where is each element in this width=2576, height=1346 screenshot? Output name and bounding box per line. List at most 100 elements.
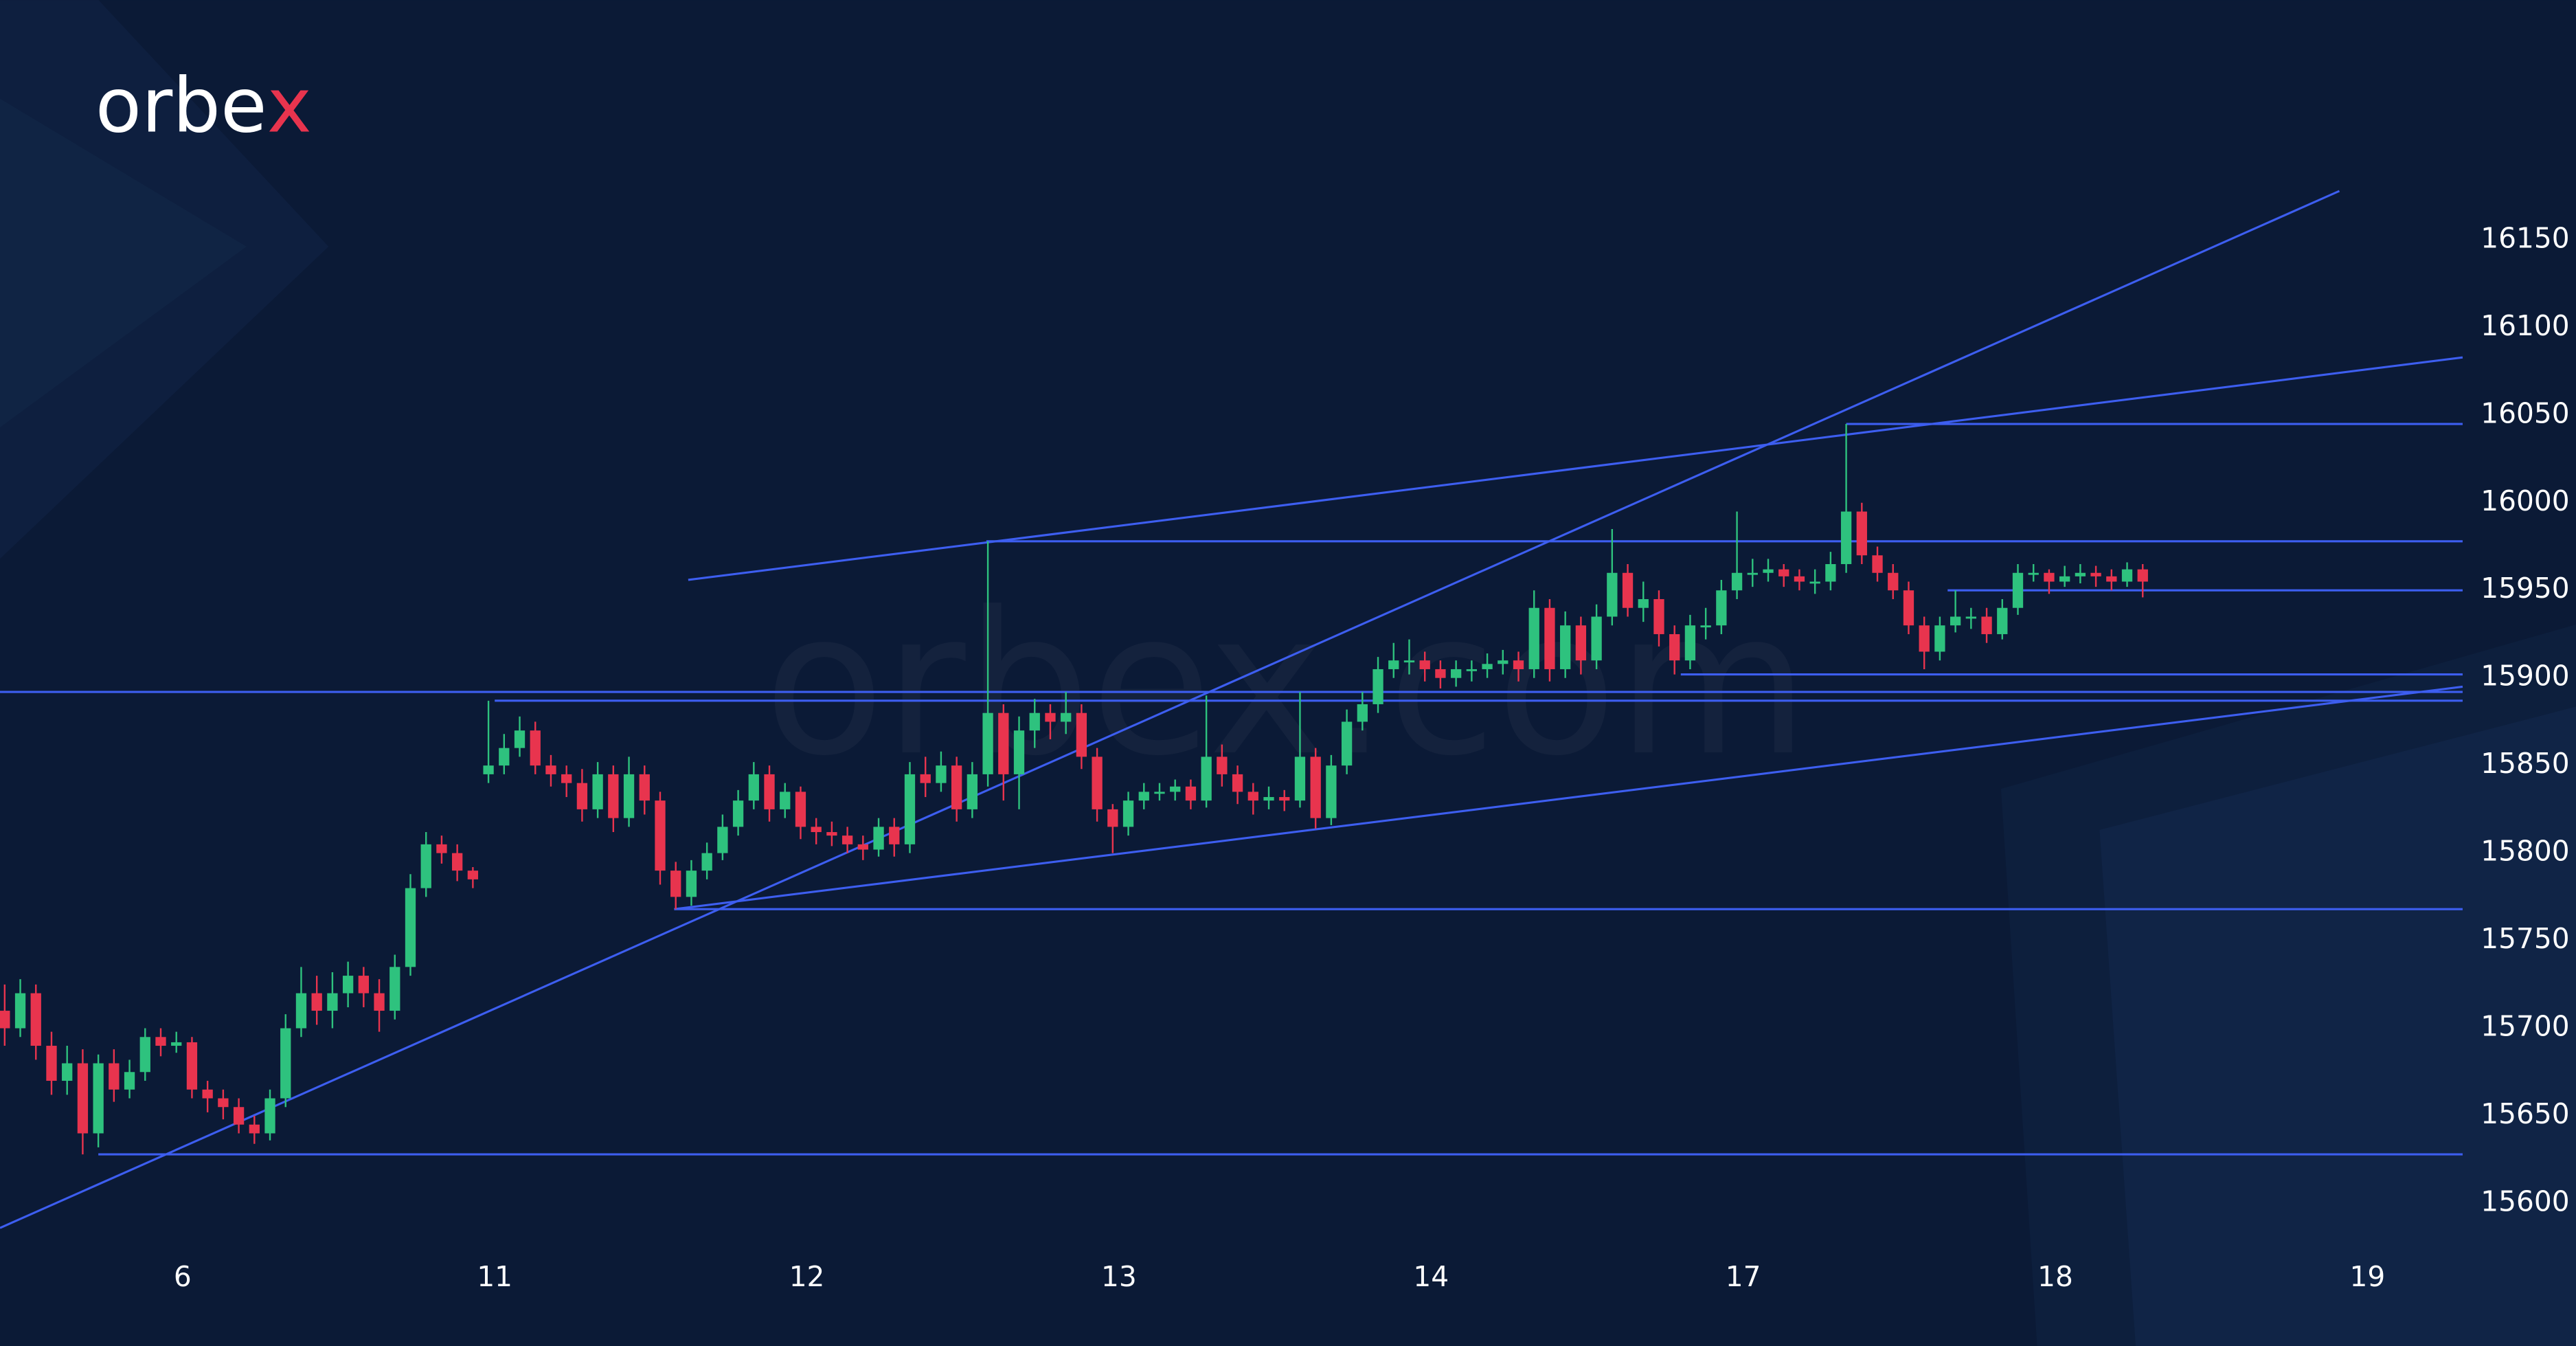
candle-body xyxy=(1310,756,1321,818)
candle-body xyxy=(342,976,354,994)
candle-body xyxy=(1357,704,1368,722)
candle-body xyxy=(2012,572,2024,608)
candle-body xyxy=(1450,669,1462,678)
candle-body xyxy=(499,748,510,766)
candle-body xyxy=(264,1098,275,1134)
candle-body xyxy=(483,765,494,774)
x-tick-label: 19 xyxy=(2350,1260,2386,1293)
candle-body xyxy=(1950,616,1961,626)
candle-body xyxy=(1669,633,1680,661)
candle-body xyxy=(826,832,837,836)
candle-body xyxy=(1981,616,1992,634)
candle-body xyxy=(374,993,385,1011)
candle-body xyxy=(1653,598,1664,634)
candle-body xyxy=(655,800,666,871)
candle-body xyxy=(545,765,556,774)
y-tick-label: 16000 xyxy=(2481,484,2569,517)
candle-body xyxy=(1919,625,1930,652)
candle-body xyxy=(1061,713,1072,722)
candle-body xyxy=(1747,572,1758,575)
candle-body xyxy=(670,871,681,897)
x-tick-label: 14 xyxy=(1413,1260,1449,1293)
candle-body xyxy=(764,774,775,809)
plot-area xyxy=(0,190,2463,1229)
candle-body xyxy=(1341,721,1353,766)
bg-shape xyxy=(2099,706,2576,1346)
candle-body xyxy=(936,765,947,783)
candle-body xyxy=(1232,774,1243,792)
candle-body xyxy=(873,827,884,850)
candle-body xyxy=(62,1063,73,1081)
candle-body xyxy=(295,993,307,1029)
candle-body xyxy=(623,774,635,818)
candle-body xyxy=(514,730,526,748)
candle-body xyxy=(2121,569,2133,582)
candle-body xyxy=(233,1107,245,1125)
y-tick-label: 15800 xyxy=(2481,835,2569,868)
candle-body xyxy=(327,993,338,1011)
candle-body xyxy=(0,1011,10,1029)
candle-body xyxy=(904,774,916,844)
candle-body xyxy=(1997,607,2008,634)
x-tick-label: 12 xyxy=(789,1260,825,1293)
candle-body xyxy=(608,774,619,818)
candle-body xyxy=(530,730,541,766)
candle-body xyxy=(451,853,463,871)
candle-body xyxy=(1435,669,1446,678)
candle-body xyxy=(561,774,572,783)
candle-body xyxy=(717,827,728,853)
candle-body xyxy=(639,774,650,801)
candle-body xyxy=(1045,713,1056,722)
candle-body xyxy=(732,800,744,827)
candle-body xyxy=(795,792,806,827)
y-tick-label: 15750 xyxy=(2481,922,2569,955)
candle-body xyxy=(280,1028,291,1099)
candle-body xyxy=(889,827,900,844)
y-tick-label: 15600 xyxy=(2481,1185,2569,1218)
candle-body xyxy=(218,1098,229,1108)
candle-body xyxy=(1575,625,1587,661)
candle-body xyxy=(811,827,822,833)
candle-body xyxy=(46,1046,57,1081)
candle-body xyxy=(1076,713,1087,757)
candle-body xyxy=(841,835,853,844)
candle-body xyxy=(1403,660,1415,663)
candle-body xyxy=(1716,590,1727,626)
candle-body xyxy=(1466,669,1478,671)
candle-body xyxy=(358,976,369,994)
candle-body xyxy=(1217,756,1228,774)
candle-body xyxy=(1138,792,1149,801)
candle-body xyxy=(1607,572,1618,617)
candle-body xyxy=(420,844,431,888)
candle-body xyxy=(124,1072,135,1090)
watermark: orbex.com xyxy=(764,570,1809,799)
y-tick-label: 16050 xyxy=(2481,396,2569,429)
candle-body xyxy=(311,993,322,1011)
trend-line xyxy=(688,356,2463,581)
candle-body xyxy=(2106,576,2117,582)
candle-body xyxy=(1263,797,1274,801)
candle-body xyxy=(249,1124,260,1134)
candle-body xyxy=(1201,756,1212,801)
candle-body xyxy=(1326,765,1337,818)
candle-body xyxy=(1965,616,1977,619)
candle-body xyxy=(1840,511,1852,564)
candle-body xyxy=(857,844,868,850)
candle-body xyxy=(780,792,791,809)
x-tick-label: 17 xyxy=(1726,1260,1761,1293)
candle-body xyxy=(139,1037,150,1073)
candle-body xyxy=(748,774,759,801)
trend-line xyxy=(674,685,2463,910)
candle-body xyxy=(1888,572,1899,591)
candle-body xyxy=(1170,786,1181,792)
candle-body xyxy=(1013,730,1025,774)
candle-body xyxy=(1419,660,1430,669)
candle-body xyxy=(1684,625,1696,661)
candle-body xyxy=(951,765,962,809)
candle-body xyxy=(1934,625,1945,652)
candle-body xyxy=(1731,572,1743,591)
y-tick-label: 16150 xyxy=(2481,221,2569,254)
candle-body xyxy=(1638,598,1649,608)
candle-body xyxy=(2137,569,2148,582)
